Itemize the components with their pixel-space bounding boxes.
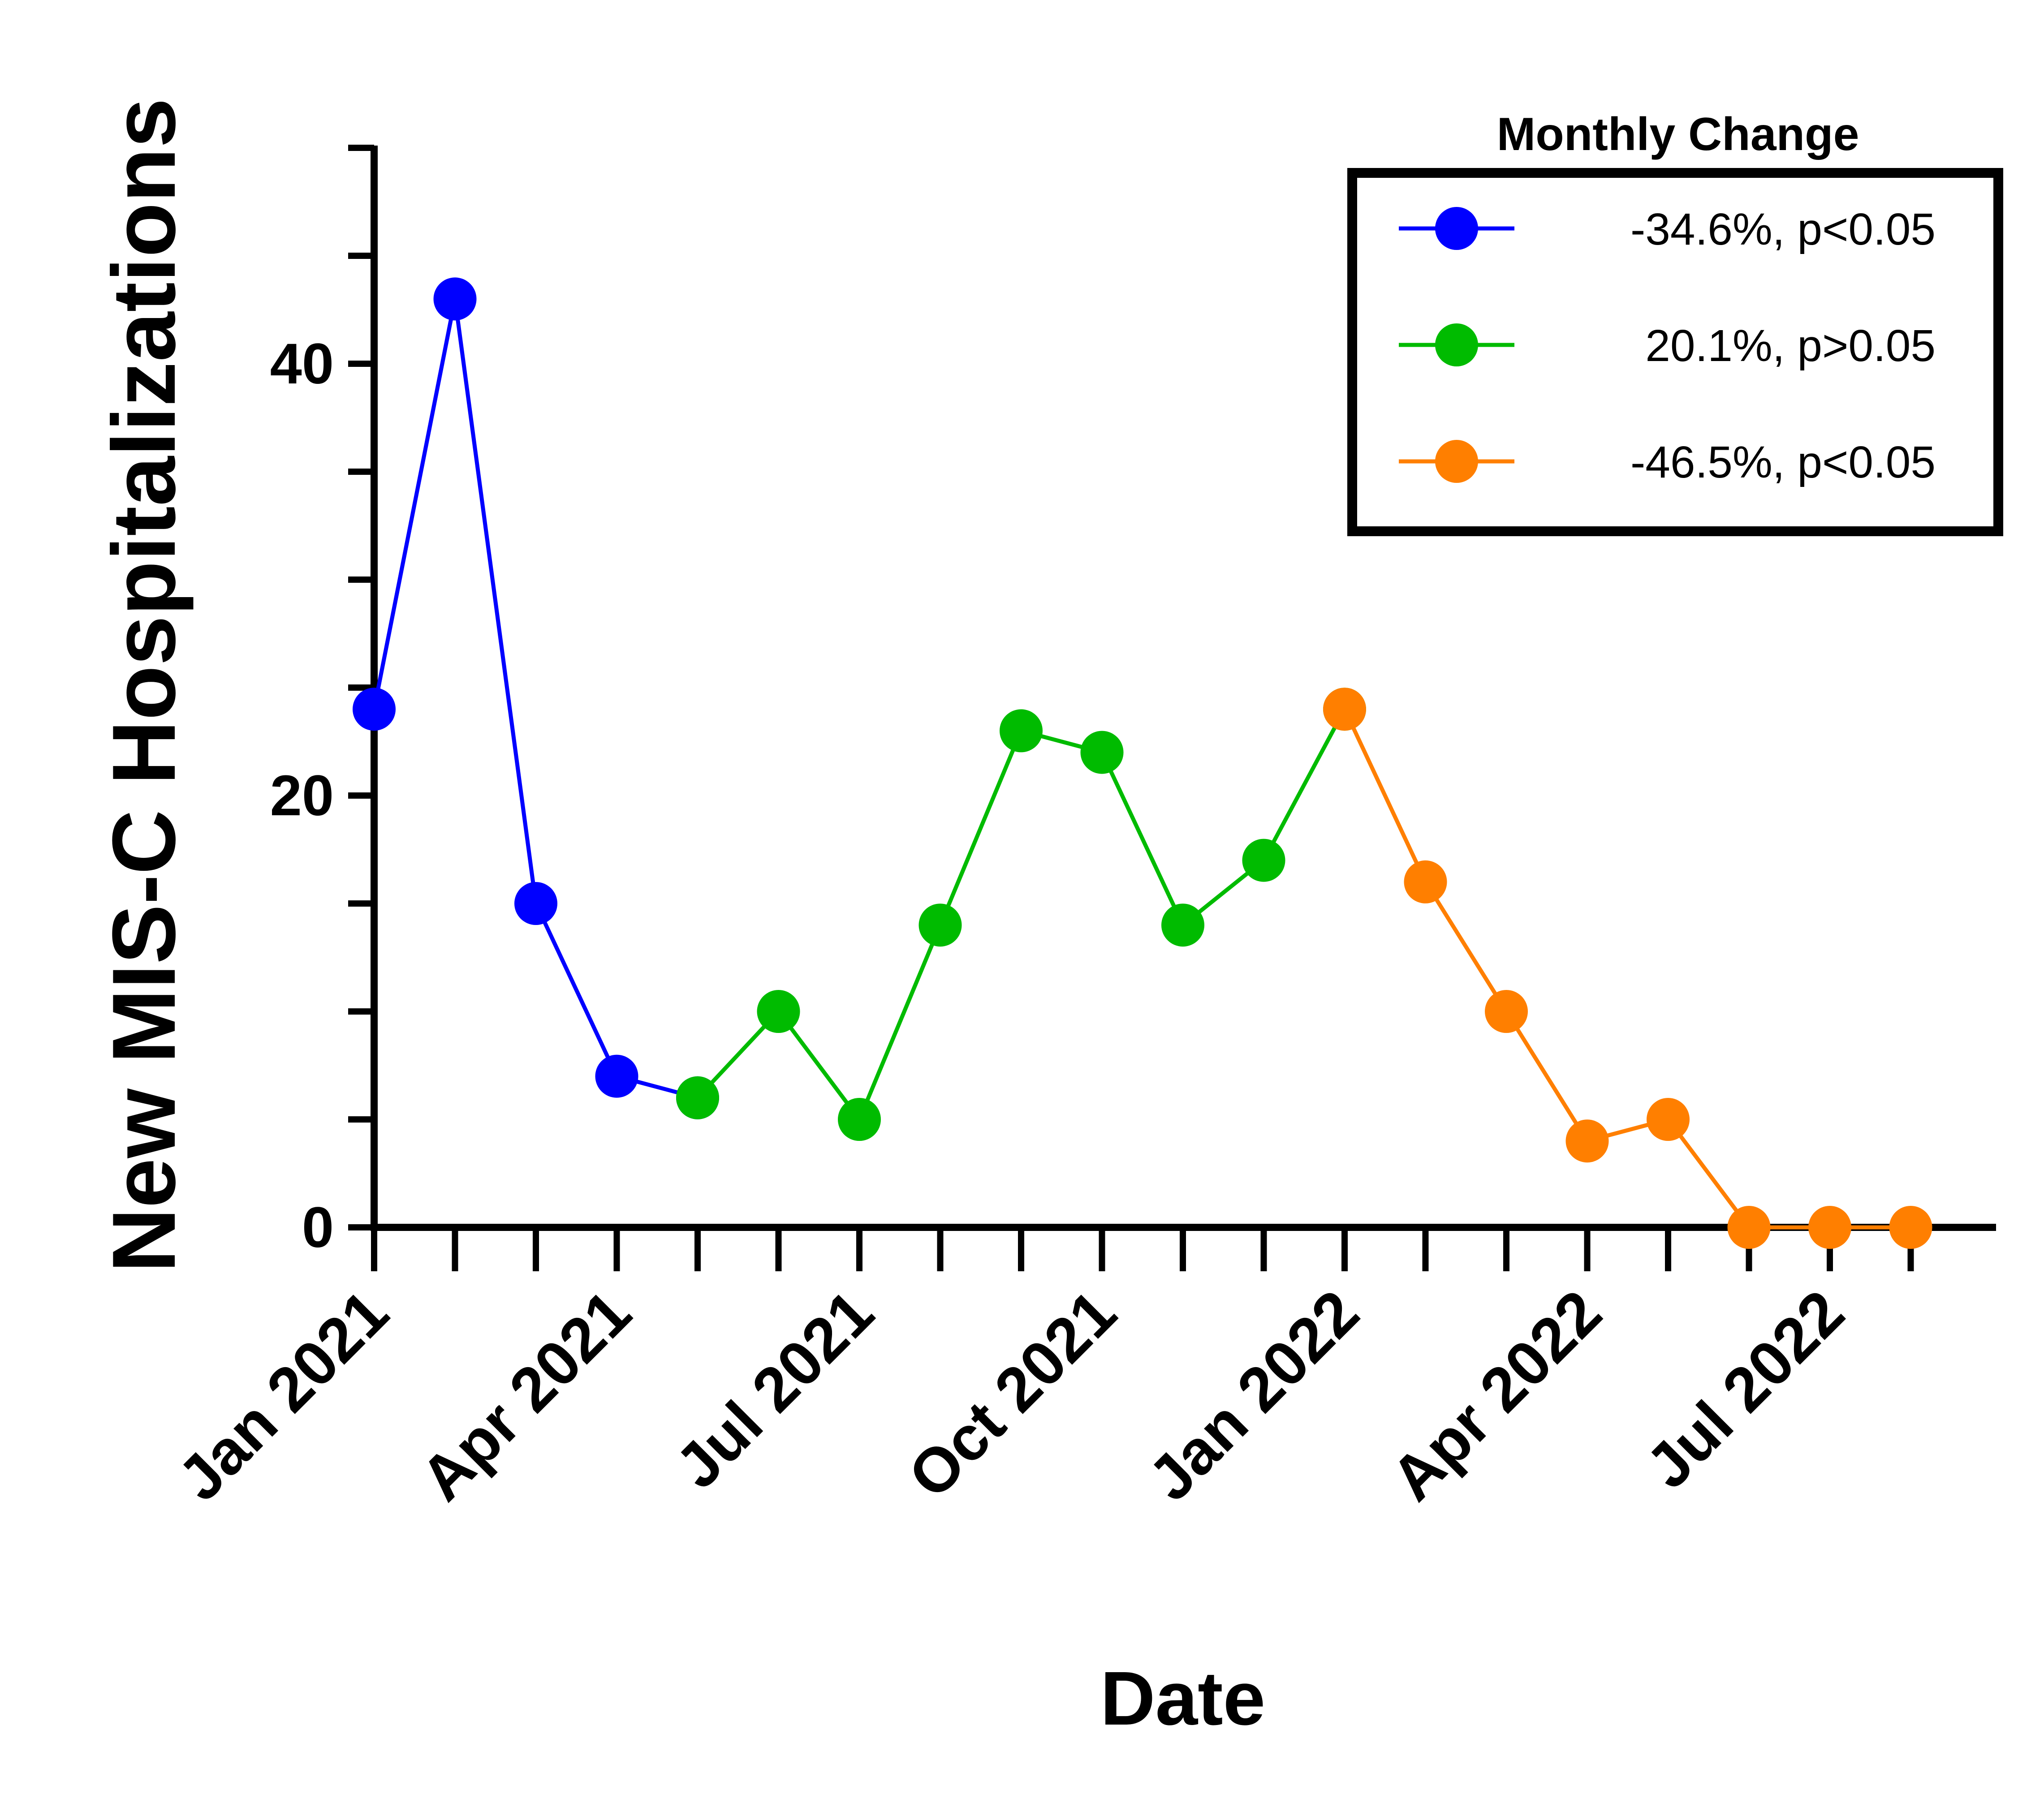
x-ticks: Jan 2021 Apr 2021 Jul 2021 Oct 2021 Jan 2022… (164, 1227, 1914, 1514)
y-axis-title: New MIS-C Hospitalizations (94, 98, 194, 1273)
x-axis-title: Date (1100, 1656, 1265, 1741)
data-point (1242, 839, 1285, 882)
data-point (1808, 1206, 1851, 1249)
series-layer (353, 277, 1932, 1249)
data-point (595, 1054, 638, 1098)
y-ticks: 0 20 40 (270, 145, 374, 1260)
legend-label: -46.5%, p<0.05 (1630, 437, 1936, 487)
data-point (1727, 1206, 1771, 1249)
series-line (1342, 708, 1911, 1230)
data-point (1323, 688, 1366, 731)
data-point (919, 904, 962, 947)
legend-marker (1435, 207, 1478, 250)
data-point (1161, 904, 1204, 947)
x-tick-label: Apr 2021 (407, 1277, 644, 1514)
x-tick-label: Jan 2021 (164, 1277, 401, 1514)
y-tick-label: 0 (302, 1196, 334, 1260)
legend-marker (1435, 323, 1478, 366)
data-point (757, 990, 800, 1033)
legend-item: -34.6%, p<0.05 (1399, 204, 1936, 254)
y-tick-label: 40 (270, 332, 334, 396)
legend: Monthly Change -34.6%, p<0.05 20.1%, p>0.… (1347, 108, 2003, 536)
series-2 (676, 688, 1366, 1141)
legend-item: -46.5%, p<0.05 (1399, 437, 1936, 487)
data-point (1647, 1098, 1690, 1141)
series-line (696, 708, 1346, 1122)
legend-box (1347, 168, 2003, 536)
data-point (1565, 1119, 1609, 1163)
data-point (1404, 860, 1447, 904)
x-tick-label: Jul 2022 (1632, 1277, 1857, 1502)
legend-label: 20.1%, p>0.05 (1645, 321, 1936, 371)
legend-label: -34.6%, p<0.05 (1630, 204, 1936, 254)
series-1 (353, 277, 719, 1119)
x-tick-label: Oct 2021 (895, 1277, 1130, 1511)
data-point (353, 688, 396, 731)
data-point (1485, 990, 1528, 1033)
legend-items: -34.6%, p<0.05 20.1%, p>0.05 -46.5%, p<0.0… (1399, 204, 1936, 487)
legend-item: 20.1%, p>0.05 (1399, 321, 1936, 371)
legend-marker (1435, 440, 1478, 483)
data-point (676, 1076, 719, 1119)
y-tick-label: 20 (270, 764, 334, 828)
x-tick-label: Apr 2022 (1377, 1277, 1614, 1514)
data-point (514, 882, 557, 925)
x-tick-label: Jul 2021 (662, 1277, 887, 1502)
series-line (372, 297, 699, 1100)
x-tick-label: Jan 2022 (1135, 1277, 1372, 1514)
data-point (433, 277, 477, 321)
legend-title: Monthly Change (1497, 108, 1859, 160)
series-3 (1323, 688, 1932, 1249)
data-point (1889, 1206, 1932, 1249)
data-point (838, 1098, 881, 1141)
data-point (1000, 709, 1043, 753)
data-point (1080, 731, 1124, 774)
